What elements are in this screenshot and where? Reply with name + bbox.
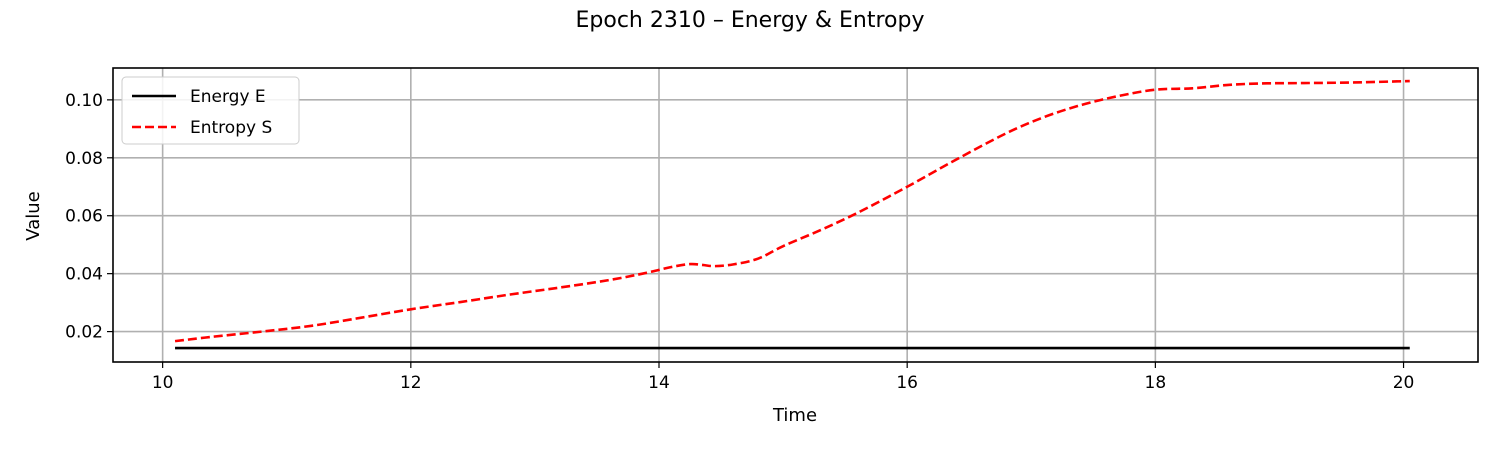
y-axis-label: Value <box>23 191 44 240</box>
x-axis: 10 12 14 16 18 20 <box>152 362 1415 393</box>
legend-label-energy-e: Energy E <box>190 87 266 107</box>
y-axis: 0.02 0.04 0.06 0.08 0.10 <box>65 91 113 343</box>
legend: Energy E Entropy S <box>121 76 300 145</box>
legend-label-entropy-s: Entropy S <box>190 118 272 138</box>
series-layer <box>174 79 1410 350</box>
x-axis-label: Time <box>772 405 817 426</box>
y-tick-label: 0.04 <box>65 265 103 285</box>
x-tick-label: 16 <box>896 373 918 393</box>
x-tick-label: 10 <box>152 373 174 393</box>
x-tick-label: 14 <box>648 373 670 393</box>
grid <box>113 68 1478 362</box>
y-tick-label: 0.02 <box>65 323 103 343</box>
x-tick-label: 18 <box>1145 373 1167 393</box>
series-line-entropy-s <box>174 79 1410 343</box>
y-tick-label: 0.10 <box>65 91 103 111</box>
chart-title: Epoch 2310 – Energy & Entropy <box>576 8 925 33</box>
x-tick-label: 20 <box>1393 373 1415 393</box>
plot-frame <box>112 67 1479 363</box>
x-tick-label: 12 <box>400 373 422 393</box>
y-tick-label: 0.06 <box>65 207 103 227</box>
y-tick-label: 0.08 <box>65 149 103 169</box>
